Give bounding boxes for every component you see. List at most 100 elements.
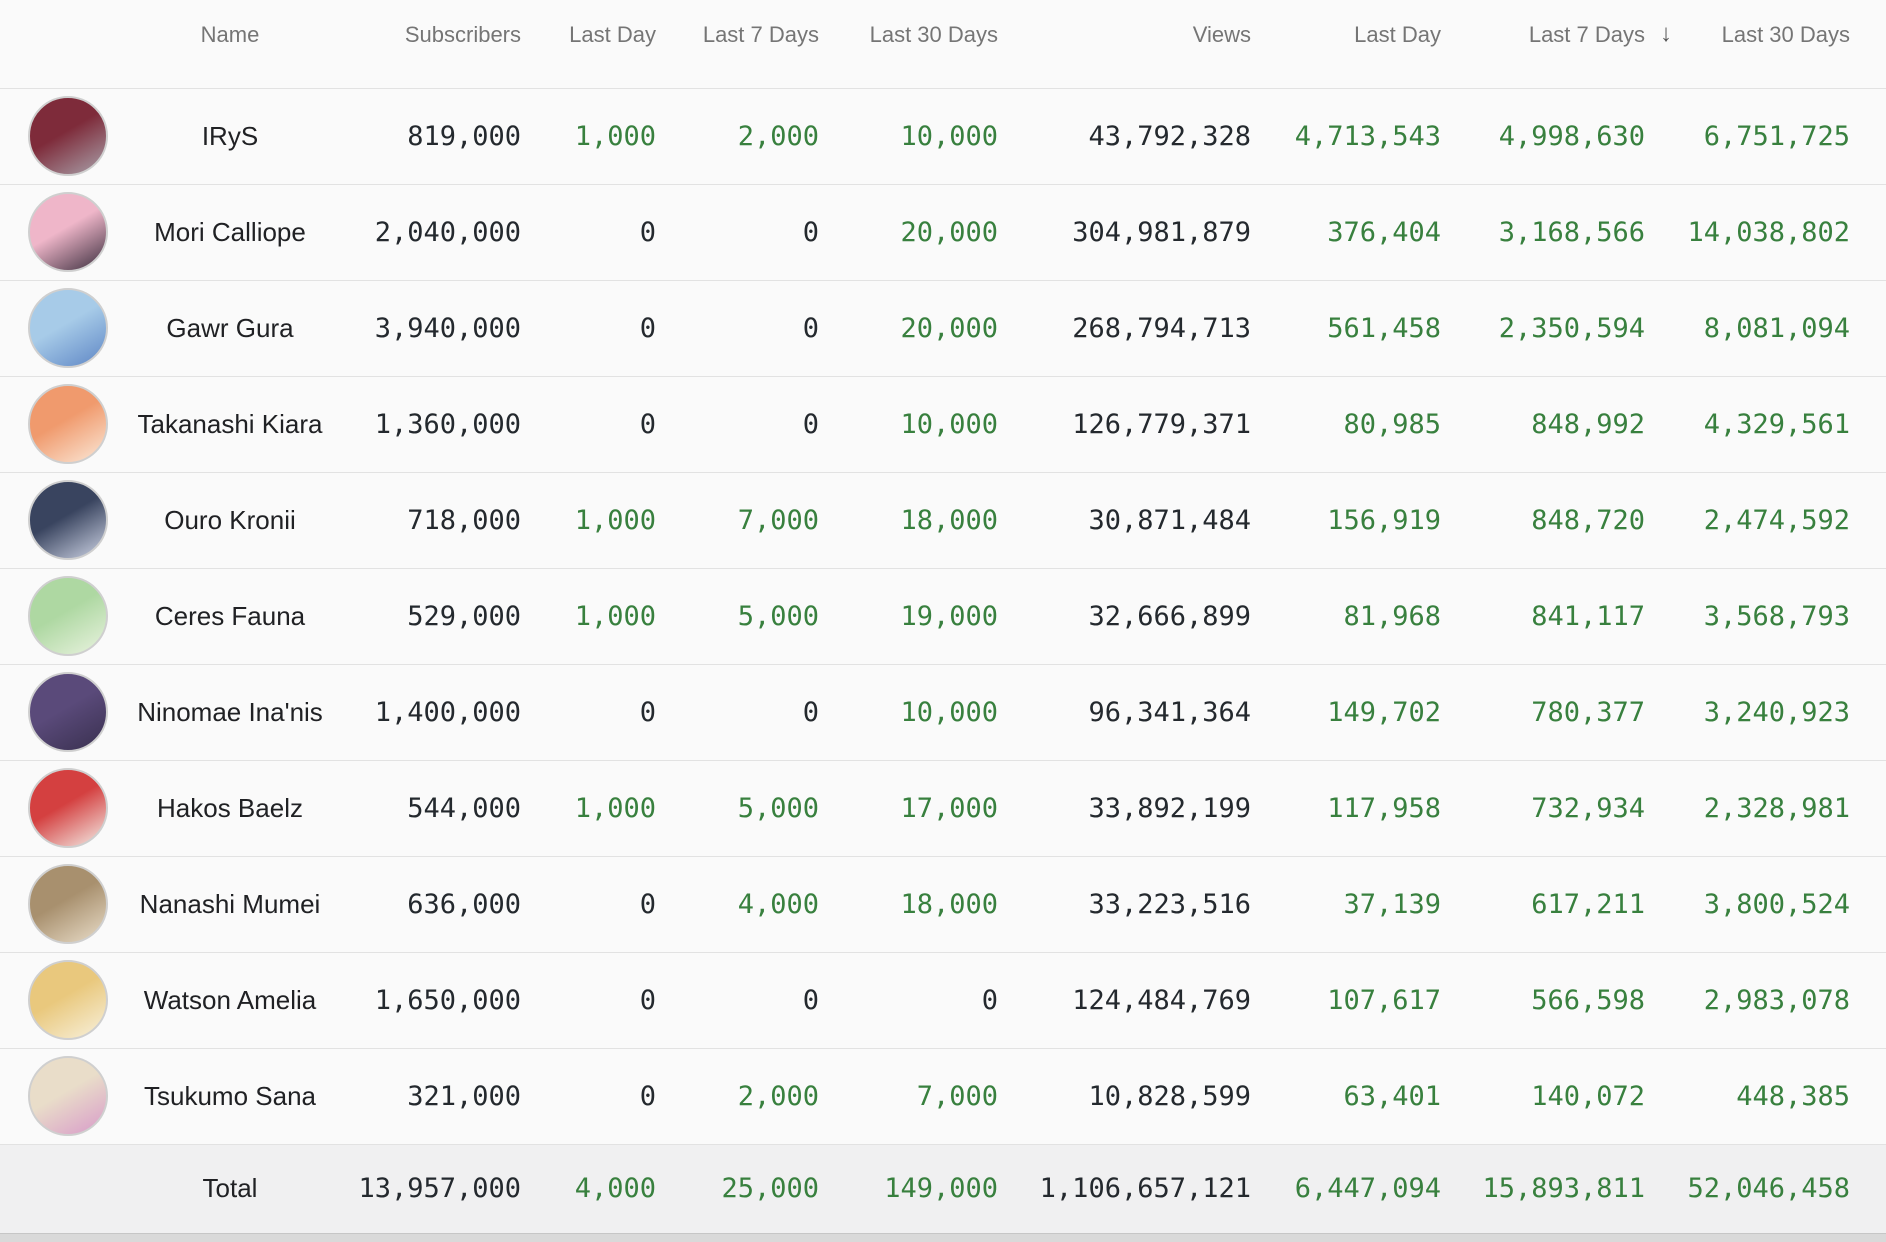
views-last-30-days-value: 3,800,524 [1703,888,1850,920]
views-last-30-days-value: 2,328,981 [1703,792,1850,824]
col-header-subs-last-30-days[interactable]: Last 30 Days [869,22,998,47]
subscribers-value: 529,000 [407,600,521,632]
table-row: Ceres Fauna 529,000 1,000 5,000 19,000 3… [0,568,1886,664]
member-name-link[interactable]: Gawr Gura [166,312,294,343]
avatar[interactable] [28,288,108,368]
views-value: 126,779,371 [1072,408,1251,440]
views-last-30-days-value: 14,038,802 [1687,216,1850,248]
views-value: 268,794,713 [1072,312,1251,344]
col-header-subs-last-7-days[interactable]: Last 7 Days [702,22,819,47]
subs-last-30-days-value: 18,000 [900,888,998,920]
views-last-day-value: 149,702 [1327,696,1441,728]
member-name-link[interactable]: Ceres Fauna [154,600,306,631]
subs-last-day-value: 1,000 [574,504,656,536]
avatar[interactable] [28,960,108,1040]
member-name-link[interactable]: Takanashi Kiara [137,408,323,439]
subs-last-30-days-value: 0 [981,984,998,1016]
horizontal-scrollbar[interactable] [0,1233,1886,1242]
sort-descending-icon: ↓ [1660,20,1672,47]
spacer-cell [1850,760,1886,856]
subscribers-value: 1,360,000 [374,408,521,440]
subs-last-day-value: 0 [639,216,656,248]
member-name-link[interactable]: Hakos Baelz [157,792,303,823]
total-subs-last-30-days-value: 149,000 [884,1173,998,1205]
subs-last-30-days-value: 19,000 [900,600,998,632]
subs-last-day-value: 1,000 [574,600,656,632]
subs-last-30-days-value: 20,000 [900,216,998,248]
subs-last-7-days-value: 5,000 [737,792,819,824]
views-value: 33,892,199 [1088,792,1251,824]
total-views-last-7-days-value: 15,893,811 [1482,1173,1645,1205]
avatar[interactable] [28,864,108,944]
table-row: Ninomae Ina'nis 1,400,000 0 0 10,000 96,… [0,664,1886,760]
views-last-day-value: 117,958 [1327,792,1441,824]
member-name-link[interactable]: Ouro Kronii [164,504,296,535]
col-header-views-last-7-days[interactable]: Last 7 Days ↓ [1441,0,1672,88]
col-header-subscribers[interactable]: Subscribers [404,22,521,47]
avatar[interactable] [28,192,108,272]
col-header-subs-last-day[interactable]: Last Day [569,22,656,47]
spacer-cell [1850,280,1886,376]
avatar[interactable] [28,384,108,464]
table-row: IRyS 819,000 1,000 2,000 10,000 43,792,3… [0,88,1886,184]
member-name-link[interactable]: Tsukumo Sana [144,1080,316,1111]
subs-last-30-days-value: 10,000 [900,120,998,152]
views-last-day-value: 107,617 [1327,984,1441,1016]
subs-last-day-value: 0 [639,1080,656,1112]
subs-last-7-days-value: 0 [802,696,819,728]
table-body: IRyS 819,000 1,000 2,000 10,000 43,792,3… [0,88,1886,1144]
member-name-link[interactable]: Mori Calliope [154,216,306,247]
total-subscribers-value: 13,957,000 [358,1173,521,1205]
subscribers-value: 1,400,000 [374,696,521,728]
spacer-cell [1850,568,1886,664]
subs-last-30-days-value: 7,000 [916,1080,998,1112]
spacer-cell [1850,472,1886,568]
views-last-7-days-value: 732,934 [1531,792,1645,824]
views-last-7-days-value: 780,377 [1531,696,1645,728]
subs-last-day-value: 0 [639,408,656,440]
total-avatar-cell [0,1144,110,1233]
avatar[interactable] [28,480,108,560]
subs-last-7-days-value: 2,000 [737,1080,819,1112]
col-header-views[interactable]: Views [1192,22,1251,47]
avatar[interactable] [28,672,108,752]
subscribers-value: 1,650,000 [374,984,521,1016]
avatar[interactable] [28,96,108,176]
col-header-views-last-30-days[interactable]: Last 30 Days [1721,22,1850,47]
col-header-name[interactable]: Name [200,22,260,47]
table-row: Tsukumo Sana 321,000 0 2,000 7,000 10,82… [0,1048,1886,1144]
col-header-views-last-day[interactable]: Last Day [1354,22,1441,47]
member-name-link[interactable]: Ninomae Ina'nis [137,696,323,727]
subs-last-day-value: 1,000 [574,792,656,824]
views-value: 10,828,599 [1088,1080,1251,1112]
subs-last-7-days-value: 5,000 [737,600,819,632]
views-last-day-value: 156,919 [1327,504,1441,536]
avatar[interactable] [28,1056,108,1136]
table-row: Mori Calliope 2,040,000 0 0 20,000 304,9… [0,184,1886,280]
views-last-7-days-value: 4,998,630 [1498,120,1645,152]
views-last-30-days-value: 3,568,793 [1703,600,1850,632]
subs-last-7-days-value: 0 [802,312,819,344]
views-last-30-days-value: 2,983,078 [1703,984,1850,1016]
views-last-day-value: 376,404 [1327,216,1441,248]
views-last-30-days-value: 6,751,725 [1703,120,1850,152]
member-name-link[interactable]: IRyS [201,120,259,151]
views-last-30-days-value: 2,474,592 [1703,504,1850,536]
subscribers-value: 636,000 [407,888,521,920]
views-last-7-days-value: 841,117 [1531,600,1645,632]
views-last-30-days-value: 4,329,561 [1703,408,1850,440]
subs-last-7-days-value: 0 [802,216,819,248]
total-views-last-30-days-value: 52,046,458 [1687,1173,1850,1205]
spacer-cell [1850,952,1886,1048]
avatar[interactable] [28,768,108,848]
subscribers-value: 718,000 [407,504,521,536]
member-name-link[interactable]: Nanashi Mumei [139,888,321,919]
spacer-cell [1850,88,1886,184]
views-last-7-days-value: 566,598 [1531,984,1645,1016]
member-name-link[interactable]: Watson Amelia [143,984,317,1015]
views-last-day-value: 80,985 [1343,408,1441,440]
avatar[interactable] [28,576,108,656]
subs-last-day-value: 0 [639,888,656,920]
subs-last-30-days-value: 18,000 [900,504,998,536]
